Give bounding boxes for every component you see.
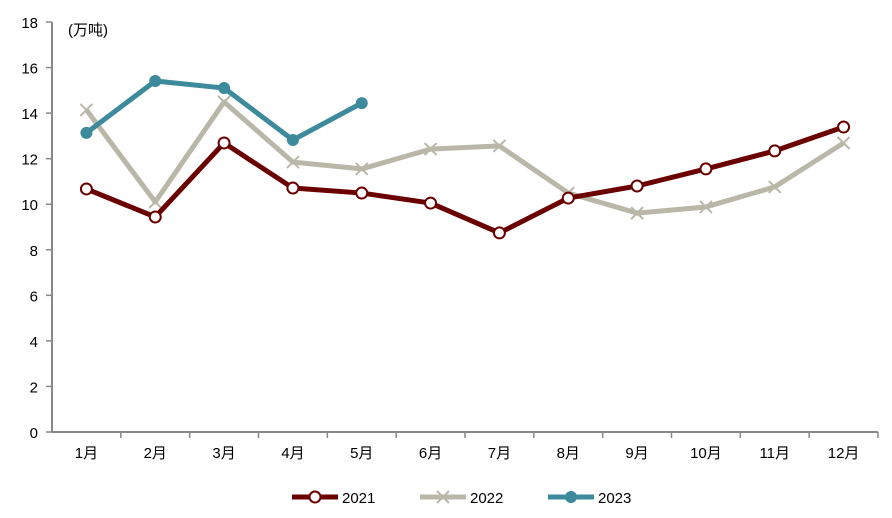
y-tick-label: 6 (30, 288, 38, 305)
data-point-circle-marker (286, 181, 300, 195)
legend-label: 2023 (598, 490, 631, 507)
data-point-circle-marker (148, 210, 162, 224)
x-tick-label: 7月 (488, 445, 511, 462)
data-point-filled-marker (355, 97, 368, 110)
x-tick-label: 3月 (212, 445, 235, 462)
legend-label: 2022 (470, 490, 503, 507)
y-tick-label: 12 (21, 152, 38, 169)
series-2021 (79, 120, 851, 240)
y-tick-label: 10 (21, 197, 38, 214)
data-point-circle-marker (355, 186, 369, 200)
data-point-circle-marker (837, 120, 851, 134)
series-2023 (80, 74, 368, 146)
data-point-circle-marker (217, 136, 231, 150)
data-point-filled-marker (565, 491, 577, 503)
legend-item-2022: 2022 (420, 490, 503, 507)
data-point-circle-marker (79, 182, 93, 196)
data-point-x-marker (768, 180, 782, 194)
data-point-filled-marker (286, 133, 299, 146)
legend-item-2021: 2021 (292, 490, 375, 507)
data-point-x-marker (630, 206, 644, 220)
data-point-x-marker (355, 162, 369, 176)
x-tick-label: 1月 (75, 445, 98, 462)
x-tick-label: 11月 (759, 445, 790, 462)
x-tick-label: 5月 (350, 445, 373, 462)
x-tick-label: 4月 (281, 445, 304, 462)
data-point-circle-marker (424, 196, 438, 210)
data-point-filled-marker (80, 126, 93, 139)
data-point-circle-marker (630, 179, 644, 193)
x-tick-label: 8月 (557, 445, 580, 462)
series-line-2022 (84, 99, 845, 216)
x-tick-label: 2月 (144, 445, 167, 462)
legend-label: 2021 (342, 490, 375, 507)
data-point-x-marker (436, 490, 450, 504)
data-point-circle-marker (768, 144, 782, 158)
data-point-x-marker (79, 103, 94, 117)
data-point-x-marker (492, 139, 507, 153)
y-tick-label: 16 (21, 61, 38, 78)
data-point-filled-marker (218, 82, 231, 95)
data-point-circle-marker (492, 226, 506, 240)
legend-item-2023: 2023 (548, 490, 631, 507)
y-axis-unit-label: (万吨) (68, 22, 108, 39)
data-point-filled-marker (149, 74, 162, 87)
y-tick-label: 8 (30, 243, 38, 260)
y-tick-label: 14 (21, 106, 38, 123)
data-point-x-marker (286, 155, 300, 169)
y-tick-label: 2 (30, 379, 38, 396)
x-tick-label: 12月 (828, 445, 860, 462)
y-tick-label: 4 (30, 334, 38, 351)
x-tick-label: 9月 (625, 445, 648, 462)
series-line-2021 (85, 124, 845, 236)
data-point-circle-marker (699, 162, 713, 176)
x-tick-label: 6月 (419, 445, 442, 462)
data-point-circle-marker (561, 191, 575, 205)
y-tick-label: 18 (21, 15, 38, 32)
data-point-x-marker (699, 200, 713, 214)
data-point-x-marker (217, 95, 231, 109)
data-point-x-marker (836, 136, 851, 150)
series-2022 (79, 95, 851, 220)
y-tick-label: 0 (30, 425, 38, 442)
data-point-x-marker (423, 142, 438, 156)
data-point-circle-marker (308, 490, 322, 504)
data-point-x-marker (148, 195, 162, 209)
x-tick-label: 10月 (690, 445, 722, 462)
